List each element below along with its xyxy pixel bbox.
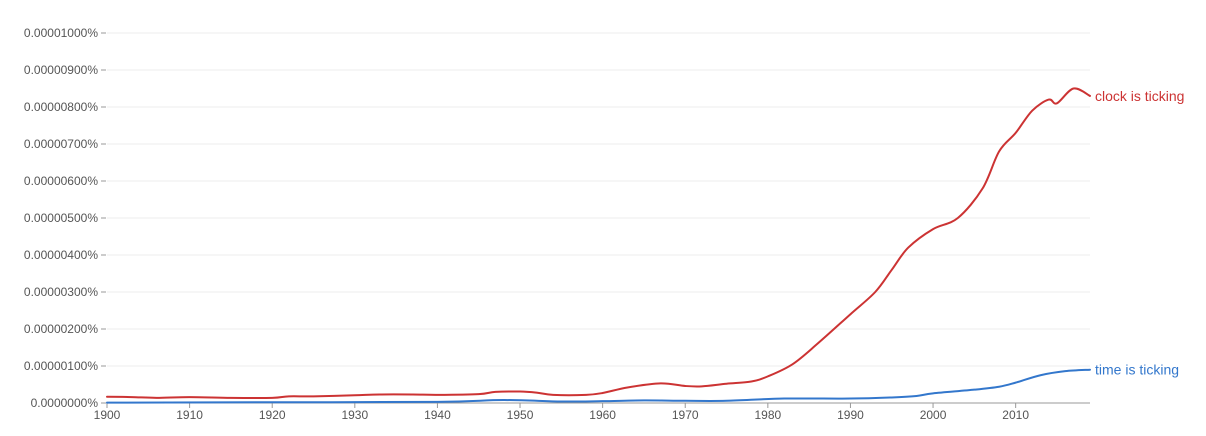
x-tick-label: 1960 [589,408,616,422]
x-tick-label: 2000 [920,408,947,422]
y-tick-label: 0.00000700% [24,137,98,151]
x-tick-label: 1950 [507,408,534,422]
y-tick-label: 0.00000200% [24,322,98,336]
x-tick-label: 1940 [424,408,451,422]
x-tick-label: 1900 [94,408,121,422]
x-tick-label: 1910 [176,408,203,422]
x-tick-label: 1920 [259,408,286,422]
grid-lines [107,32,1090,367]
y-tick-label: 0.00000900% [24,63,98,77]
series-labels: clock is ticking time is ticking [1095,88,1184,378]
axes: 0.0000000% 0.00000100% 0.00000200% 0.000003… [24,26,1090,422]
y-tick-label: 0.0000000% [31,396,99,410]
y-tick-label: 0.00000600% [24,174,98,188]
y-tick-label: 0.00000100% [24,359,98,373]
series-line-time-is-ticking [106,368,1091,404]
y-tick-label: 0.00000300% [24,285,98,299]
series-label-time-is-ticking: time is ticking [1095,362,1179,378]
series-line-clock-is-ticking [106,87,1091,399]
y-tick-label: 0.00000500% [24,211,98,225]
x-tick-label: 1930 [341,408,368,422]
x-tick-label: 1980 [754,408,781,422]
y-tick-label: 0.00001000% [24,26,98,40]
x-tick-label: 2010 [1002,408,1029,422]
series-label-clock-is-ticking: clock is ticking [1095,88,1184,104]
x-tick-label: 1970 [672,408,699,422]
x-tick-label: 1990 [837,408,864,422]
series-lines [106,87,1091,404]
y-tick-label: 0.00000800% [24,100,98,114]
y-tick-label: 0.00000400% [24,248,98,262]
